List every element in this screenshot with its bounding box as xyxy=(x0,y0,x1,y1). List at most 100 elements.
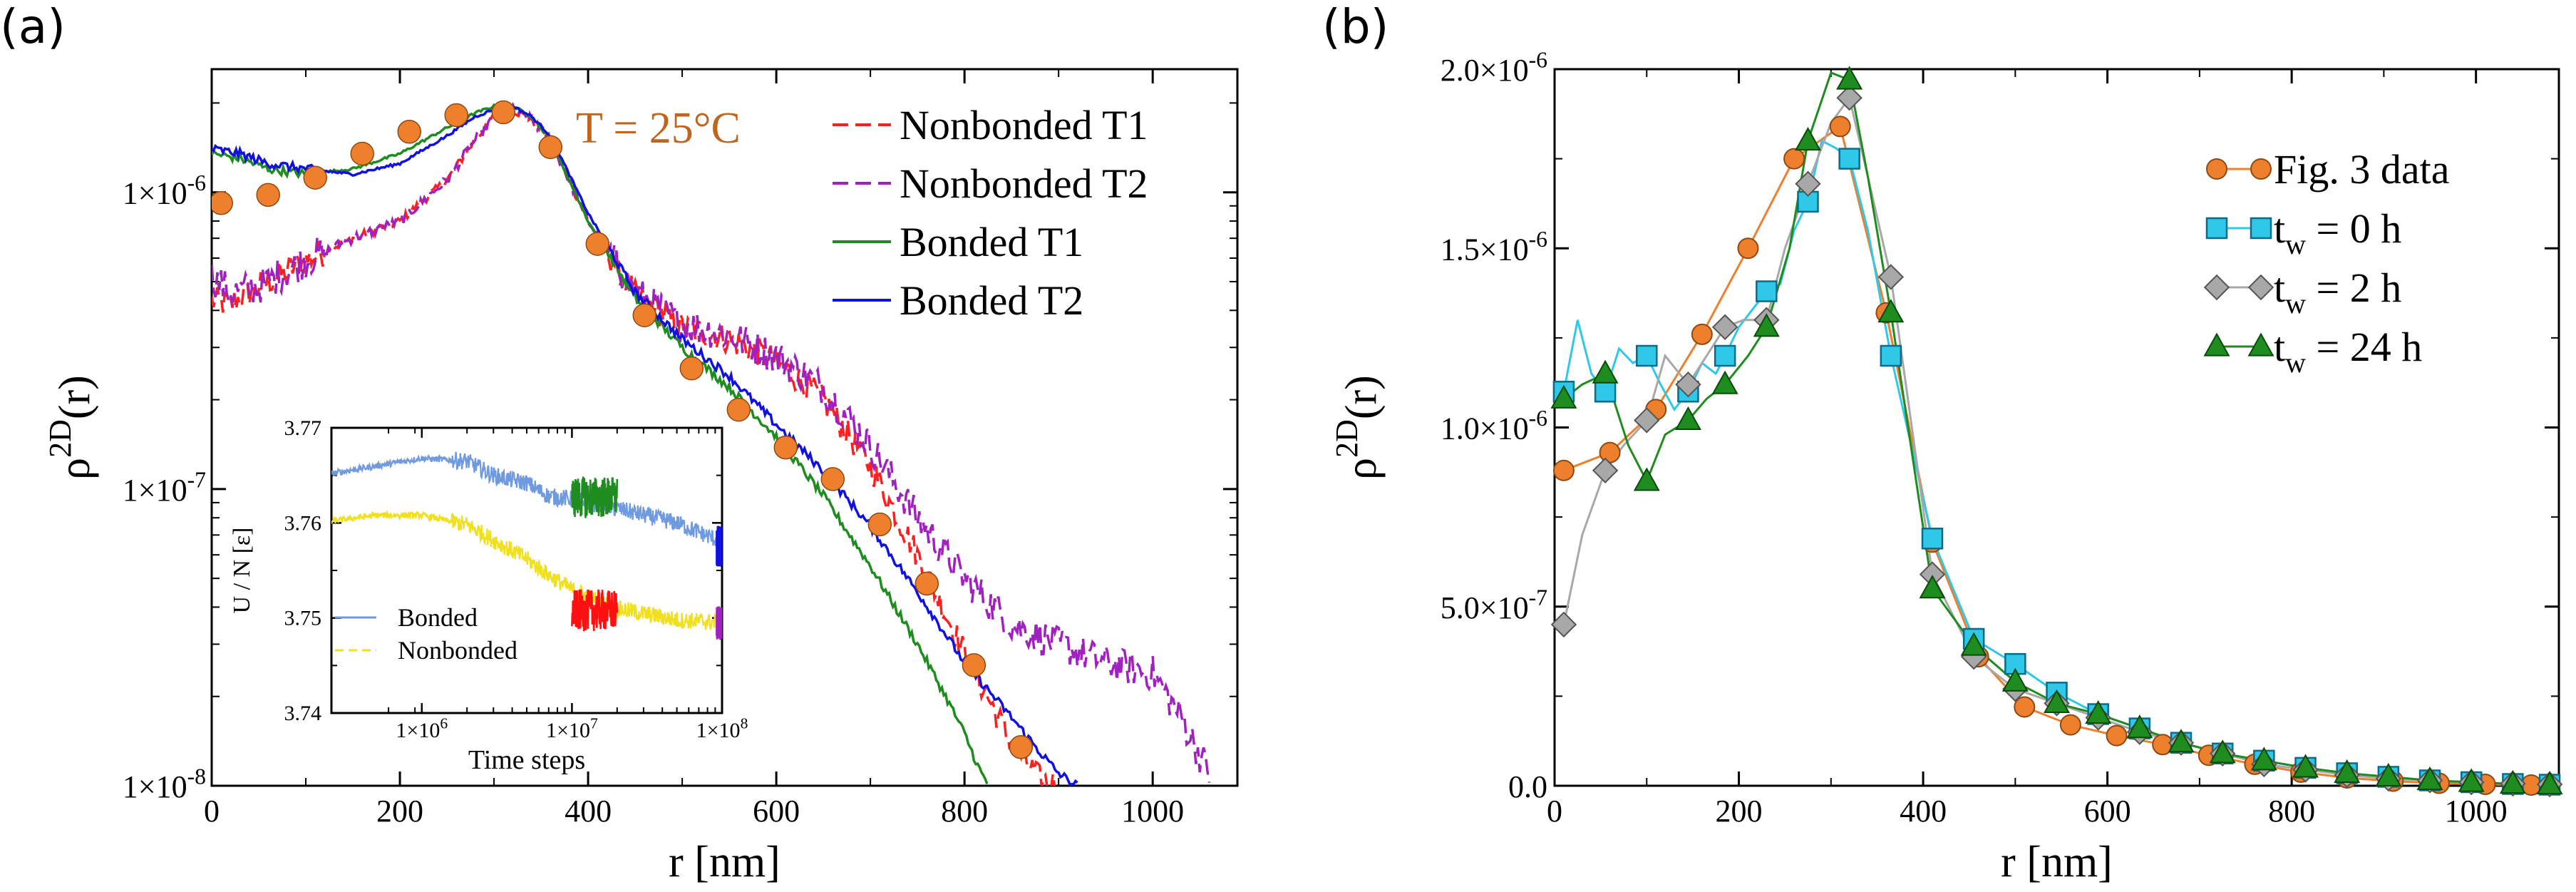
y-tick-label: 0.0 xyxy=(1508,769,1547,804)
y-tick-label: 1×10-8 xyxy=(123,764,206,804)
data-point xyxy=(632,303,657,327)
legend-label: Bonded T1 xyxy=(900,219,1083,265)
data-point-circle xyxy=(1829,116,1851,138)
y-axis-label: ρ2D(r) xyxy=(1329,375,1386,480)
data-point xyxy=(585,232,610,256)
x-tick-label: 800 xyxy=(941,794,988,829)
data-point-circle xyxy=(1552,459,1575,481)
y-axis-label: ρ2D(r) xyxy=(43,375,99,480)
series-line-diamond xyxy=(1562,95,2550,786)
data-point xyxy=(397,119,421,144)
x-tick-label: 0 xyxy=(1547,794,1562,829)
data-point-triangle xyxy=(2334,759,2361,784)
data-point xyxy=(212,191,233,215)
x-tick-label: 600 xyxy=(2084,794,2131,829)
panel-label-b: (b) xyxy=(1322,0,1389,54)
data-point-square xyxy=(1636,344,1658,367)
data-point-triangle xyxy=(1592,359,1619,384)
data-point-diamond xyxy=(1836,84,1863,111)
legend-marker xyxy=(2247,274,2274,301)
data-point-square xyxy=(1838,148,1860,170)
data-point xyxy=(962,653,986,677)
data-point xyxy=(679,356,704,381)
temperature-annotation: T = 25°C xyxy=(576,104,741,153)
data-point-triangle xyxy=(2292,754,2319,778)
legend-label: Nonbonded T1 xyxy=(900,102,1148,148)
data-point-triangle xyxy=(2168,729,2195,753)
data-point-circle xyxy=(2059,714,2081,736)
y-tick-label: 1×10-6 xyxy=(123,170,206,210)
data-point-triangle xyxy=(1794,126,1821,151)
data-point-square xyxy=(1756,280,1778,302)
data-point-triangle xyxy=(2209,739,2236,764)
data-point-triangle xyxy=(2458,768,2485,792)
inset-y-tick-label: 3.75 xyxy=(284,607,322,630)
inset-x-tick-label: 1×108 xyxy=(696,714,748,742)
legend-marker xyxy=(2250,217,2272,240)
data-point xyxy=(820,467,845,491)
data-point xyxy=(303,165,327,190)
data-point-diamond xyxy=(1795,170,1821,198)
series-line-bonded-t2 xyxy=(212,104,1078,786)
inset-y-tick-label: 3.74 xyxy=(284,702,322,725)
data-point-circle xyxy=(1737,237,1759,260)
x-tick-label: 1000 xyxy=(2445,794,2508,829)
x-tick-label: 600 xyxy=(753,794,800,829)
data-point-triangle xyxy=(1550,384,1577,409)
data-point-triangle xyxy=(2001,667,2029,692)
inset-x-tick-label: 1×107 xyxy=(546,714,598,742)
data-point-triangle xyxy=(1674,406,1701,431)
data-point-triangle xyxy=(1633,467,1660,491)
x-tick-label: 800 xyxy=(2268,794,2315,829)
data-point xyxy=(726,397,751,422)
data-point xyxy=(256,183,280,207)
data-point-triangle xyxy=(2085,699,2112,724)
x-tick-label: 400 xyxy=(1900,794,1947,829)
data-point-circle xyxy=(1783,148,1805,170)
legend-label: tw = 0 h xyxy=(2274,205,2401,260)
inset-highlight-segment xyxy=(571,476,619,518)
data-point-diamond xyxy=(1711,314,1738,341)
x-tick-label: 1000 xyxy=(1121,794,1184,829)
inset-highlight-segment xyxy=(716,526,722,567)
plot-area-b xyxy=(1550,66,2563,798)
data-point-diamond xyxy=(1550,611,1577,638)
inset-plot-area xyxy=(331,451,722,640)
data-point-triangle xyxy=(1919,575,1946,599)
y-tick-label: 1.5×10-6 xyxy=(1441,227,1547,267)
x-tick-label: 200 xyxy=(376,794,423,829)
plot-frame xyxy=(210,68,1239,787)
data-point-circle xyxy=(2106,724,2128,747)
inset-legend-label: Nonbonded xyxy=(398,636,517,665)
inset-x-axis-label: Time steps xyxy=(468,745,585,775)
x-tick-label: 0 xyxy=(204,794,220,829)
series-line-nonbonded-t1 xyxy=(212,106,1056,786)
chart-panel-b: 0 200 400 600 800 1000 0.0 5.0×10-7 1.0×10-6 1.5×… xyxy=(1329,48,2563,886)
data-point-triangle xyxy=(1836,66,1863,90)
legend-marker xyxy=(2203,332,2230,357)
data-point-triangle xyxy=(1877,299,1905,323)
data-point-circle xyxy=(2014,696,2036,718)
chart-panel-a: 0 200 400 600 800 1000 1×10-8 1×10-7 1×10-6 r [nm… xyxy=(43,68,1239,886)
legend-label: Bonded T2 xyxy=(900,277,1083,324)
data-point-triangle xyxy=(2536,770,2563,795)
inset-y-tick-label: 3.76 xyxy=(284,511,322,535)
data-point-diamond xyxy=(1877,264,1905,290)
legend-marker xyxy=(2247,332,2274,357)
x-axis-label: r [nm] xyxy=(2001,838,2113,886)
data-point-square xyxy=(1880,344,1902,367)
y-tick-label: 2.0×10-6 xyxy=(1441,48,1547,88)
inset-highlight-segment xyxy=(716,606,722,640)
y-tick-label: 1×10-7 xyxy=(123,467,206,507)
data-point xyxy=(444,103,468,128)
data-point-triangle xyxy=(2375,762,2402,787)
inset-chart: 1×106 1×107 1×108 3.74 3.75 3.76 3.77 Time step… xyxy=(229,416,748,775)
data-point xyxy=(1009,735,1034,759)
data-point-triangle xyxy=(2250,747,2277,771)
data-point xyxy=(491,100,516,125)
data-point-diamond xyxy=(1675,371,1701,398)
legend-marker xyxy=(2250,158,2272,180)
data-point-circle xyxy=(1599,441,1621,463)
plot-area xyxy=(212,100,1211,786)
